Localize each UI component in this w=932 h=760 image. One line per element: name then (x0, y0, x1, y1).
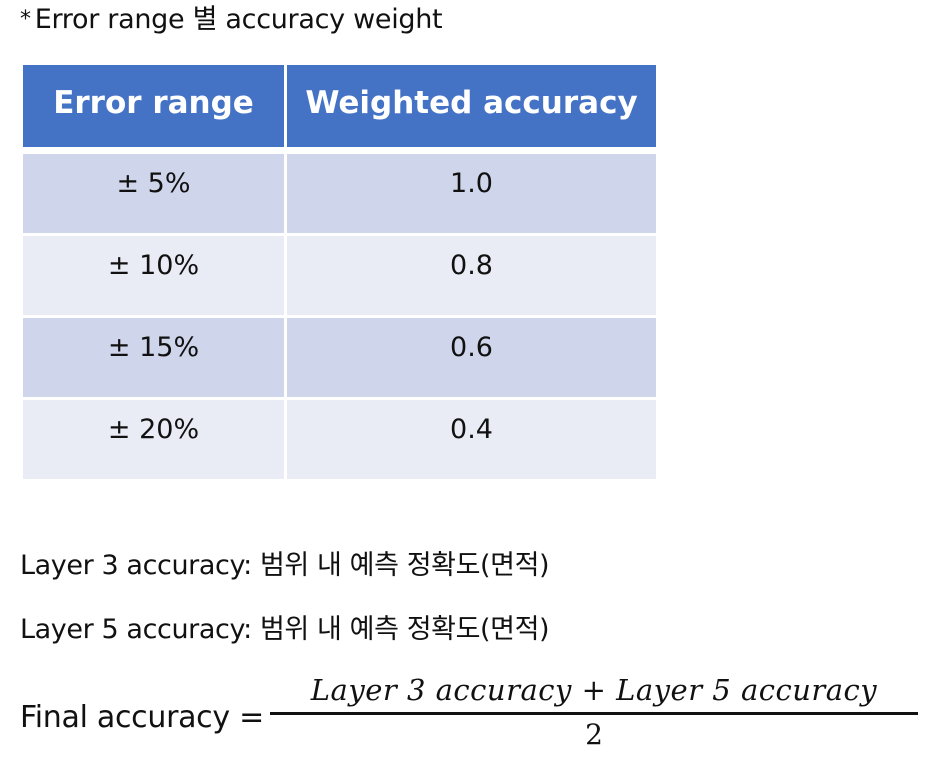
error-range-cell: ± 5% (23, 154, 284, 233)
accuracy-weight-table: Error range Weighted accuracy ± 5% 1.0 ±… (20, 62, 659, 482)
weight-cell: 0.6 (287, 318, 656, 397)
weight-cell: 0.4 (287, 400, 656, 479)
layer5-accuracy-definition: Layer 5 accuracy: 범위 내 예측 정확도(면적) (20, 614, 550, 645)
table-caption: * Error range 별 accuracy weight (20, 2, 443, 40)
error-range-cell: ± 10% (23, 236, 284, 315)
caption-text: Error range 별 accuracy weight (34, 4, 443, 35)
table-row: ± 15% 0.6 (23, 318, 656, 397)
table-row: ± 10% 0.8 (23, 236, 656, 315)
table-row: ± 5% 1.0 (23, 154, 656, 233)
header-error-range: Error range (23, 65, 284, 151)
weight-cell: 0.8 (287, 236, 656, 315)
error-range-cell: ± 15% (23, 318, 284, 397)
table-header-row: Error range Weighted accuracy (23, 65, 656, 151)
fraction-denominator: 2 (585, 718, 603, 751)
header-weighted-accuracy: Weighted accuracy (287, 65, 656, 151)
layer3-accuracy-definition: Layer 3 accuracy: 범위 내 예측 정확도(면적) (20, 550, 550, 581)
fraction-bar (270, 712, 918, 715)
asterisk-marker: * (20, 7, 31, 32)
fraction-numerator: Layer 3 accuracy + Layer 5 accuracy (310, 673, 878, 707)
final-accuracy-fraction: Layer 3 accuracy + Layer 5 accuracy 2 (270, 672, 918, 755)
weight-cell: 1.0 (287, 154, 656, 233)
final-accuracy-label: Final accuracy = (20, 700, 264, 735)
table-row: ± 20% 0.4 (23, 400, 656, 479)
error-range-cell: ± 20% (23, 400, 284, 479)
